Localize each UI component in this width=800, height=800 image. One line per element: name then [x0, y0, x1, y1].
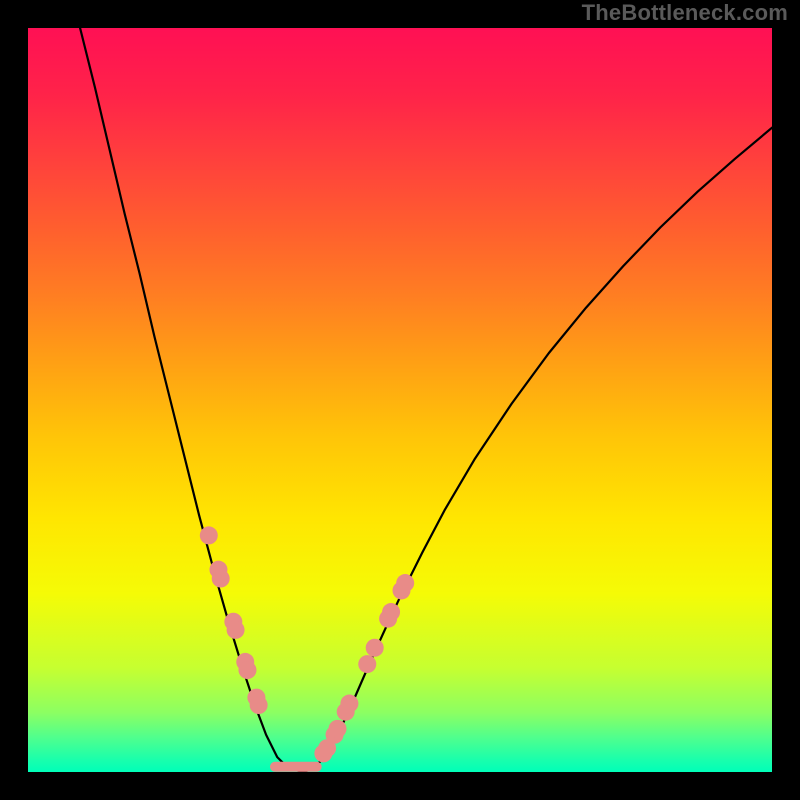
data-marker — [366, 639, 384, 657]
data-marker — [200, 526, 218, 544]
data-marker — [212, 570, 230, 588]
plot-background — [28, 28, 772, 772]
data-marker — [358, 655, 376, 673]
data-marker — [238, 661, 256, 679]
chart-frame: TheBottleneck.com — [0, 0, 800, 800]
data-marker — [396, 574, 414, 592]
data-marker — [250, 696, 268, 714]
data-marker — [329, 720, 347, 738]
data-marker — [382, 603, 400, 621]
chart-svg — [0, 0, 800, 800]
watermark-text: TheBottleneck.com — [582, 0, 788, 26]
data-marker — [340, 695, 358, 713]
data-marker — [227, 621, 245, 639]
